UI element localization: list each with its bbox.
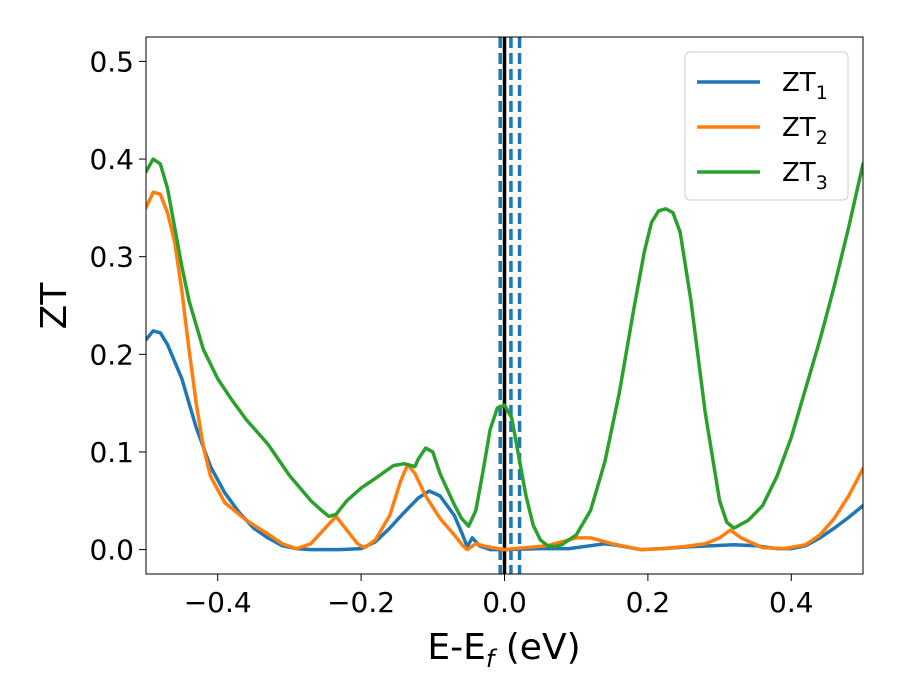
y-tick-label: 0.0	[89, 534, 134, 567]
reference-lines	[498, 37, 522, 574]
legend-label-zt1: ZT1	[782, 68, 828, 104]
x-tick-label: 0.4	[769, 586, 814, 619]
y-tick-label: 0.5	[89, 45, 134, 78]
y-tick-label: 0.4	[89, 143, 134, 176]
legend: ZT1 ZT2 ZT3	[684, 51, 849, 201]
x-axis-title: E-Ef (eV)	[427, 627, 580, 673]
y-axis: 0.0 0.1 0.2 0.3 0.4 0.5	[89, 45, 146, 567]
series-line-zt2	[146, 190, 863, 552]
x-tick-label: −0.4	[184, 586, 252, 619]
x-axis: −0.4 −0.2 0.0 0.2 0.4	[184, 574, 814, 619]
y-tick-label: 0.2	[89, 338, 134, 371]
x-axis-title-unit: (eV)	[494, 627, 580, 668]
x-tick-label: −0.2	[327, 586, 395, 619]
x-tick-label: 0.2	[626, 586, 671, 619]
legend-box	[684, 51, 849, 201]
series-line-zt3	[146, 157, 863, 549]
y-axis-title: ZT	[34, 282, 75, 330]
legend-label-zt2: ZT2	[782, 113, 828, 149]
legend-label-zt3: ZT3	[782, 158, 828, 194]
y-tick-label: 0.1	[89, 436, 134, 469]
y-tick-label: 0.3	[89, 241, 134, 274]
series-layer	[146, 157, 863, 552]
x-tick-label: 0.0	[482, 586, 527, 619]
series-line-zt1	[146, 329, 863, 552]
